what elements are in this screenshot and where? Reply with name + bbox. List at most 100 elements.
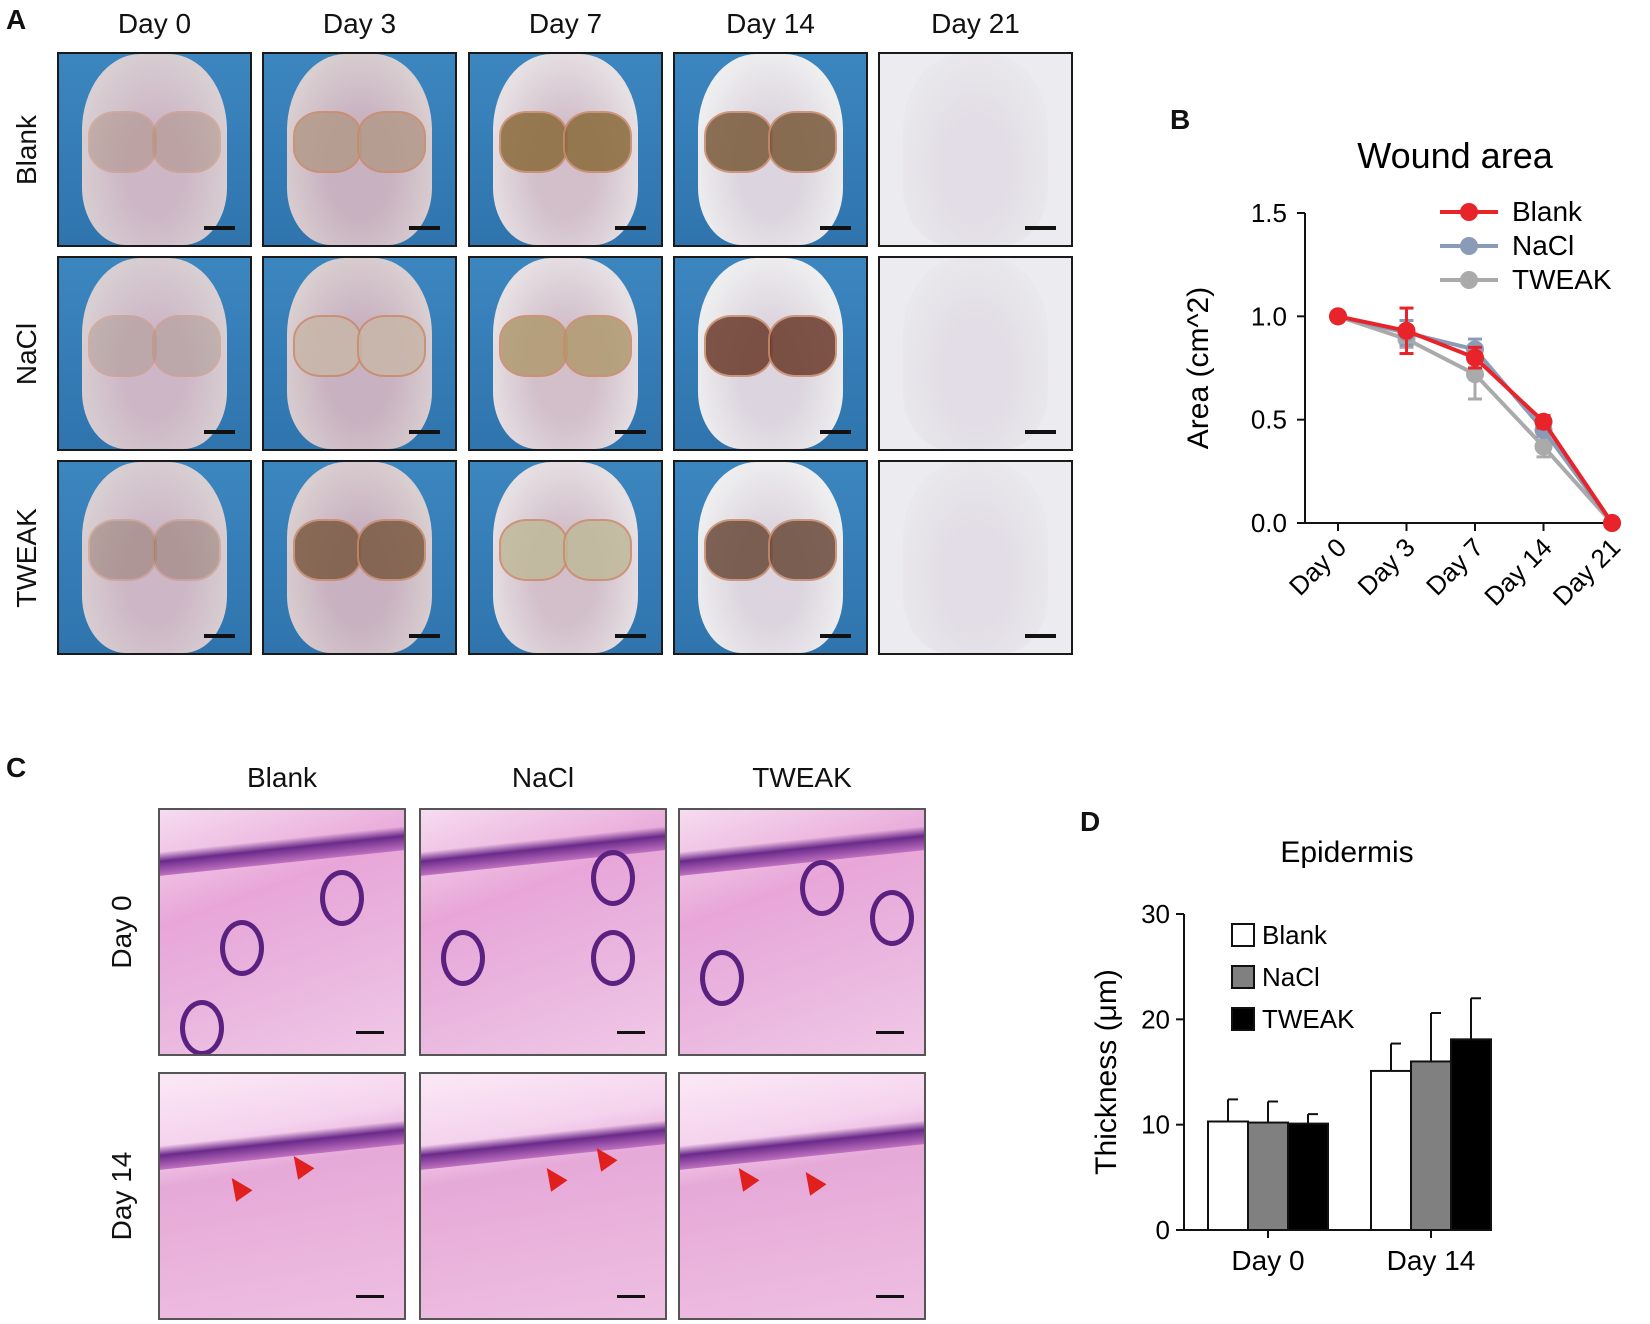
scale-bar [356, 1031, 385, 1035]
data-point [1603, 514, 1621, 532]
scale-bar [409, 225, 440, 230]
bar [1247, 1121, 1289, 1232]
wound-photo [673, 460, 868, 655]
histology-image [678, 1072, 926, 1320]
series-line [1337, 314, 1614, 525]
red-arrow-icon [797, 1166, 827, 1196]
wound-photo [262, 52, 457, 247]
gland-structure [591, 850, 635, 906]
scale-bar [615, 225, 646, 230]
bar [1450, 1038, 1492, 1232]
bar [1370, 1069, 1412, 1231]
gland-structure [320, 870, 364, 926]
scale-bar [356, 1295, 385, 1299]
scale-bar [1025, 633, 1056, 638]
legend-label: NaCl [1512, 230, 1574, 261]
series-line [1337, 314, 1614, 525]
data-point [1466, 340, 1484, 359]
x-tick-label: Day 14 [1387, 1245, 1476, 1276]
panel-letter-b: B [1170, 104, 1191, 135]
gland-structure [700, 950, 744, 1006]
wound-photo [673, 256, 868, 451]
legend-label: TWEAK [1512, 264, 1612, 295]
wound-photo [878, 256, 1073, 451]
scale-bar [1025, 429, 1056, 434]
legend-label: Blank [1262, 920, 1328, 950]
histology-column-label: TWEAK [752, 762, 852, 793]
legend-swatch [1231, 923, 1255, 947]
y-tick-label: 0.0 [1251, 508, 1287, 538]
y-tick-label: 30 [1141, 899, 1170, 929]
panel-letter-c: C [6, 752, 27, 783]
wound-photo [262, 256, 457, 451]
red-arrow-icon [730, 1162, 760, 1192]
data-point [1603, 514, 1621, 532]
histology-image [678, 808, 926, 1056]
histology-image [158, 1072, 406, 1320]
scale-bar [204, 633, 235, 638]
data-point [1397, 323, 1416, 342]
wound-photo [468, 460, 663, 655]
x-tick-label: Day 14 [1478, 532, 1557, 611]
scale-bar [876, 1295, 905, 1299]
x-tick-label: Day 7 [1420, 532, 1489, 601]
data-point [1534, 437, 1553, 456]
scale-bar [409, 429, 440, 434]
scale-bar [409, 633, 440, 638]
chart-title: Wound area [1357, 135, 1553, 176]
data-point [1534, 421, 1553, 439]
legend-marker [1460, 203, 1478, 221]
scale-bar [617, 1031, 646, 1035]
scale-bar [820, 633, 851, 638]
histology-row-label: Day 0 [106, 895, 137, 969]
data-point [1466, 365, 1484, 384]
gland-structure [441, 930, 485, 986]
photo-column-label: Day 21 [931, 8, 1020, 39]
histology-row-label: Day 14 [106, 1151, 137, 1241]
histology-column-label: NaCl [511, 762, 575, 793]
wound-photo [57, 460, 252, 655]
gland-structure [591, 930, 635, 986]
photo-column-label: Day 7 [528, 8, 603, 39]
wound-photo [878, 460, 1073, 655]
data-point [1603, 514, 1621, 532]
bar [1207, 1120, 1249, 1232]
y-tick-label: 1.5 [1251, 198, 1287, 228]
y-tick-label: 0 [1156, 1215, 1170, 1245]
wound-photo [262, 460, 457, 655]
wound-photo [468, 256, 663, 451]
wound-photo [468, 52, 663, 247]
data-point [1329, 307, 1347, 326]
y-tick-label: 10 [1141, 1110, 1170, 1140]
red-arrow-icon [538, 1162, 568, 1192]
photo-row-label: TWEAK [11, 507, 42, 608]
photo-row-label: Blank [11, 114, 42, 185]
data-point [1397, 321, 1416, 340]
legend-marker [1460, 237, 1478, 255]
data-point [1466, 348, 1484, 367]
wound-photo [673, 52, 868, 247]
series-line [1337, 314, 1614, 525]
legend-swatch [1231, 1007, 1255, 1031]
data-point [1329, 307, 1347, 326]
wound-photo [878, 52, 1073, 247]
photo-column-label: Day 14 [726, 8, 815, 39]
red-arrow-icon [223, 1172, 253, 1202]
data-point [1534, 412, 1553, 431]
gland-structure [220, 920, 264, 976]
wound-photo [57, 52, 252, 247]
wound-photo [57, 256, 252, 451]
gland-structure [870, 890, 914, 946]
scale-bar [615, 633, 646, 638]
scale-bar [204, 429, 235, 434]
gland-structure [800, 860, 844, 916]
legend-label: NaCl [1262, 962, 1320, 992]
scale-bar [820, 225, 851, 230]
scale-bar [876, 1031, 905, 1035]
photo-row-label: NaCl [11, 322, 42, 385]
photo-column-label: Day 0 [117, 8, 192, 39]
photo-column-label: Day 3 [322, 8, 397, 39]
histology-image [419, 808, 667, 1056]
scale-bar [615, 429, 646, 434]
scale-bar [617, 1295, 646, 1299]
